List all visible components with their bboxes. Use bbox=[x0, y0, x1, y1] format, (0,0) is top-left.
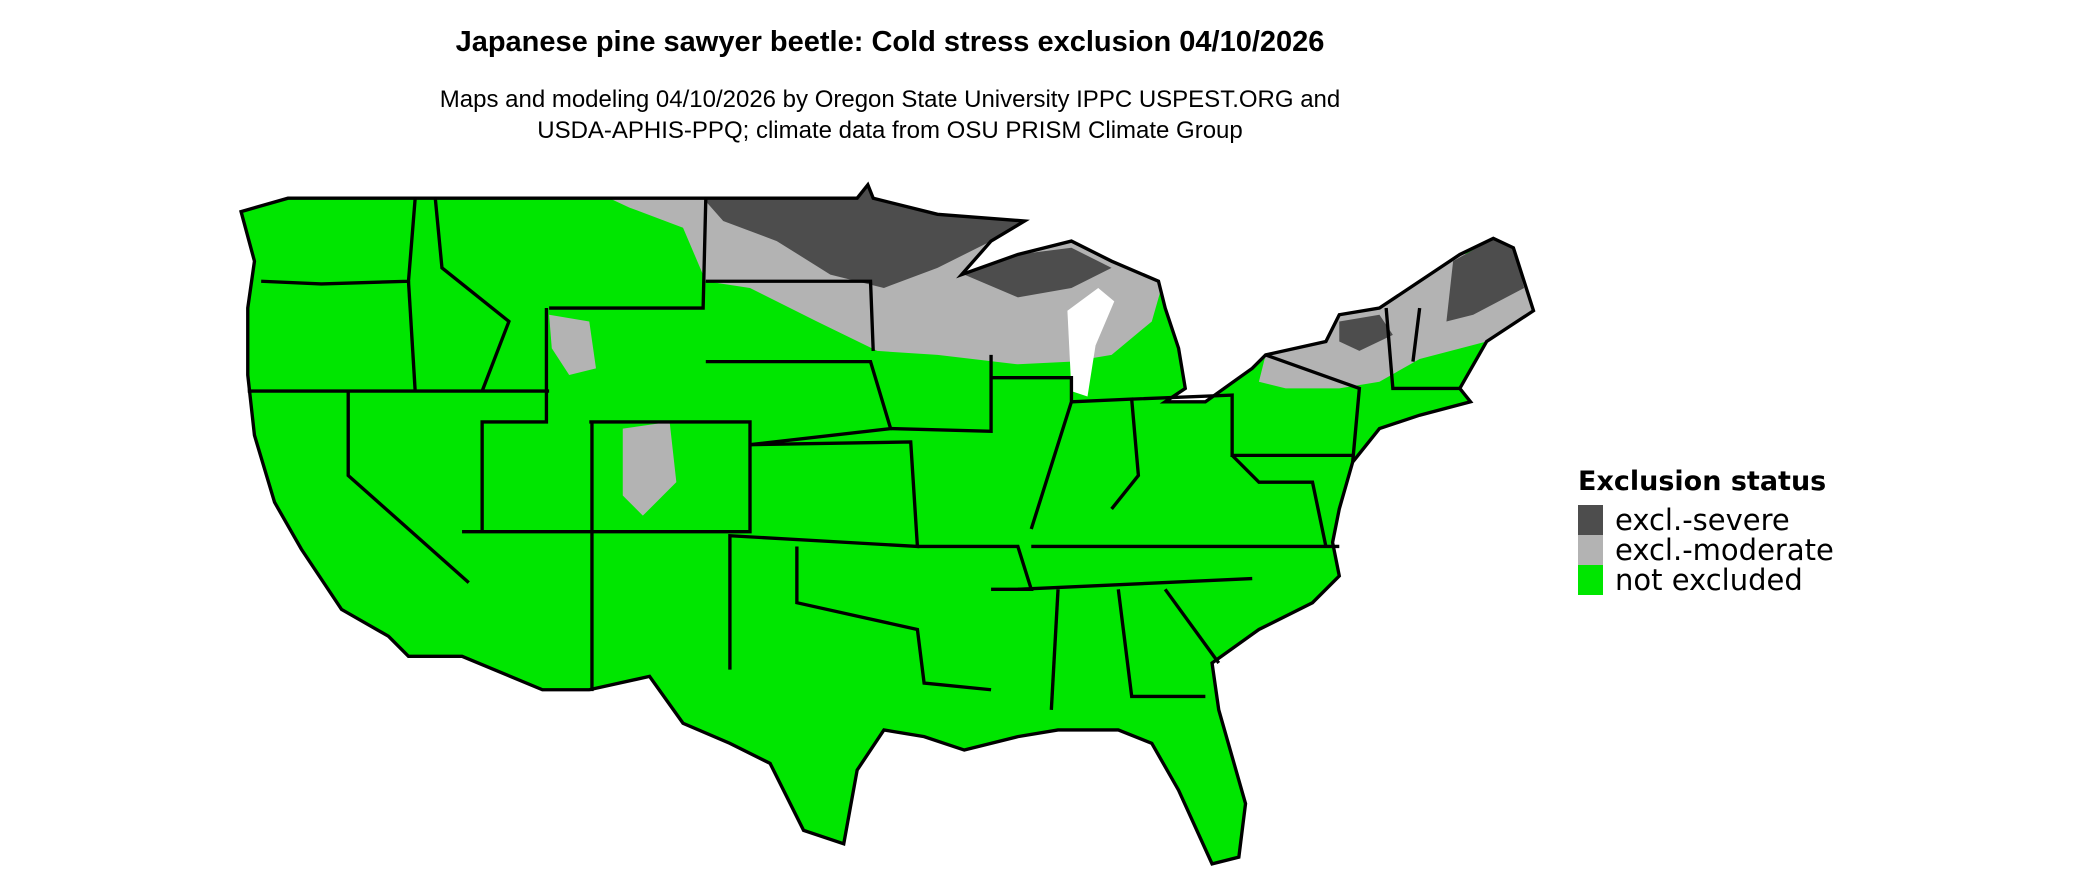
severe-exclusion-area-upper-michigan bbox=[964, 247, 1112, 298]
state-borders bbox=[239, 183, 1536, 866]
severe-exclusion-area-new-york bbox=[1339, 314, 1393, 351]
severe-exclusion-area-minnesota bbox=[703, 184, 1025, 288]
legend-item-not-excluded: not excluded bbox=[1578, 565, 1834, 595]
legend-swatch-severe bbox=[1578, 505, 1603, 535]
legend-swatch-moderate bbox=[1578, 535, 1603, 565]
legend-item-severe: excl.-severe bbox=[1578, 505, 1834, 535]
map-subtitle-line-1: Maps and modeling 04/10/2026 by Oregon S… bbox=[439, 86, 1341, 113]
legend-label: excl.-severe bbox=[1615, 503, 1790, 537]
legend-swatch-not-excluded bbox=[1578, 565, 1603, 595]
legend-label: not excluded bbox=[1615, 563, 1803, 597]
severe-exclusion-area-maine bbox=[1446, 238, 1525, 322]
legend-label: excl.-moderate bbox=[1615, 533, 1834, 567]
moderate-exclusion-area-rockies bbox=[549, 314, 596, 376]
map-title: Japanese pine sawyer beetle: Cold stress… bbox=[455, 26, 1325, 58]
legend-title: Exclusion status bbox=[1578, 466, 1827, 497]
map-subtitle-line-2: USDA-APHIS-PPQ; climate data from OSU PR… bbox=[537, 117, 1243, 144]
legend: Exclusion status excl.-severe excl.-mode… bbox=[1578, 466, 1834, 595]
moderate-exclusion-area-colorado bbox=[622, 421, 677, 516]
legend-item-moderate: excl.-moderate bbox=[1578, 535, 1834, 565]
lake-michigan bbox=[1067, 287, 1115, 397]
